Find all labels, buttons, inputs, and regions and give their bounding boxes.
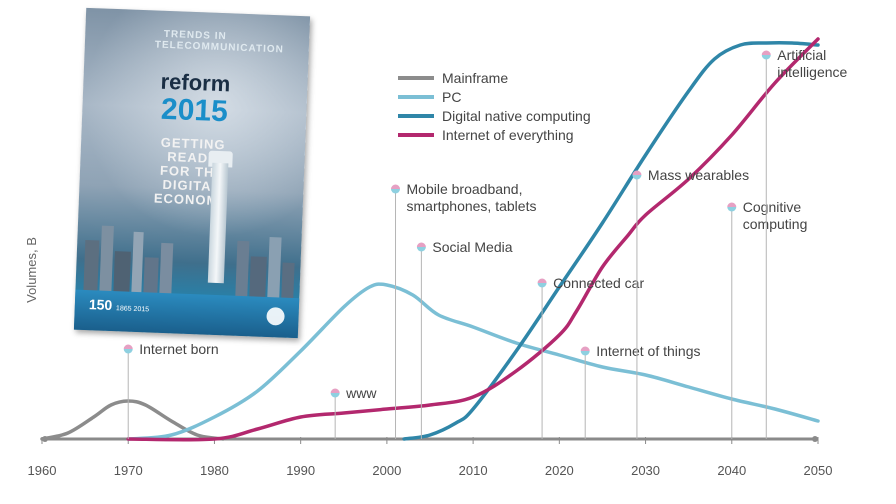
annotation-dot-bottom <box>330 393 340 398</box>
cover-year: 2015 <box>160 92 229 129</box>
annotation-dot-bottom <box>537 283 547 288</box>
annotation-dot-bottom <box>727 207 737 212</box>
cover-anniversary-number: 150 <box>88 296 113 314</box>
annotation-dot <box>416 242 426 252</box>
annotation-label: Cognitive computing <box>743 199 808 232</box>
x-tick-label: 2020 <box>545 463 574 478</box>
annotation-label-line: computing <box>743 216 808 232</box>
annotation-label-line: Social Media <box>432 239 512 255</box>
annotation-dot-top <box>330 388 340 393</box>
annotation-dot <box>761 50 771 60</box>
series-line-digital-native-computing <box>402 41 820 441</box>
annotation-label: Internet born <box>139 341 218 357</box>
annotation-label-line: smartphones, tablets <box>407 198 537 214</box>
annotation-dot-top <box>727 202 737 207</box>
cover-anniversary: 150 1865 2015 <box>89 296 150 314</box>
annotation-label-line: intelligence <box>777 64 847 80</box>
annotation-dot <box>727 202 737 212</box>
annotation-label: www <box>345 385 377 401</box>
annotation-label-line: Mobile broadband, <box>407 181 523 197</box>
x-tick-label: 2010 <box>459 463 488 478</box>
annotation-dot-bottom <box>632 175 642 180</box>
annotation-label: Internet of things <box>596 343 700 359</box>
x-tick-label: 2050 <box>804 463 833 478</box>
annotation-dot <box>580 346 590 356</box>
x-tick-label: 2000 <box>372 463 401 478</box>
annotation-label-line: www <box>345 385 377 401</box>
annotation-label-line: Cognitive <box>743 199 802 215</box>
annotation-label-line: Internet born <box>139 341 218 357</box>
cover-city-skyline <box>83 225 295 308</box>
annotation-label: Mass wearables <box>648 167 749 183</box>
annotation-dot <box>537 278 547 288</box>
annotation-dot-bottom <box>391 189 401 194</box>
series-line-pc <box>126 282 820 441</box>
annotation-dot-top <box>761 50 771 55</box>
annotation-dot-bottom <box>416 247 426 252</box>
legend-label: PC <box>442 89 461 105</box>
x-tick-label: 1960 <box>28 463 57 478</box>
series-group <box>40 37 820 442</box>
annotation-dot-top <box>391 184 401 189</box>
annotation-label-line: Internet of things <box>596 343 700 359</box>
annotation-dot-bottom <box>761 55 771 60</box>
cover-subtitle: GETTING READY FOR THE DIGITAL ECONOMY <box>131 135 254 210</box>
cover-anniversary-years: 1865 2015 <box>115 305 150 314</box>
annotation-dot-top <box>632 170 642 175</box>
annotation-label-line: Connected car <box>553 275 644 291</box>
x-tick-label: 2040 <box>717 463 746 478</box>
annotation-dot-bottom <box>123 349 133 354</box>
y-axis-label: Volumes, B <box>24 237 39 303</box>
legend-label: Mainframe <box>442 70 508 86</box>
series-line-mainframe <box>40 399 225 441</box>
x-tick-label: 2030 <box>631 463 660 478</box>
x-tick-label: 1990 <box>286 463 315 478</box>
annotation-label-line: Mass wearables <box>648 167 749 183</box>
annotation-dot-top <box>537 278 547 283</box>
annotation-dot <box>123 344 133 354</box>
annotation-label: Mobile broadband, smartphones, tablets <box>407 181 537 214</box>
annotation-label: Connected car <box>553 275 644 291</box>
report-cover-image: TRENDS IN TELECOMMUNICATION reform 2015 … <box>73 7 311 339</box>
annotation-label-line: Artificial <box>777 47 826 63</box>
annotation-dot <box>330 388 340 398</box>
annotation-label: Social Media <box>432 239 512 255</box>
annotation-dot-top <box>580 346 590 351</box>
series-line-internet-of-everything <box>126 37 820 442</box>
annotation-dot-bottom <box>580 351 590 356</box>
annotation-dot <box>632 170 642 180</box>
legend: Mainframe PC Digital native computing Inter… <box>398 70 591 143</box>
annotation-label: Artificial intelligence <box>777 47 847 80</box>
legend-label: Internet of everything <box>442 127 574 143</box>
cover-title-top: TRENDS IN TELECOMMUNICATION <box>154 28 285 56</box>
x-tick-label: 1970 <box>114 463 143 478</box>
x-tick-label: 1980 <box>200 463 229 478</box>
annotations-group: Internet born www Mobile broadband, smartph… <box>123 47 848 439</box>
axes: 1960 1970 1980 1990 2000 2010 2020 2030 2040 2050 <box>28 436 833 478</box>
annotation-dot-top <box>416 242 426 247</box>
annotation-dot <box>391 184 401 194</box>
legend-label: Digital native computing <box>442 108 591 124</box>
x-axis-end-cap <box>812 436 818 442</box>
annotation-dot-top <box>123 344 133 349</box>
